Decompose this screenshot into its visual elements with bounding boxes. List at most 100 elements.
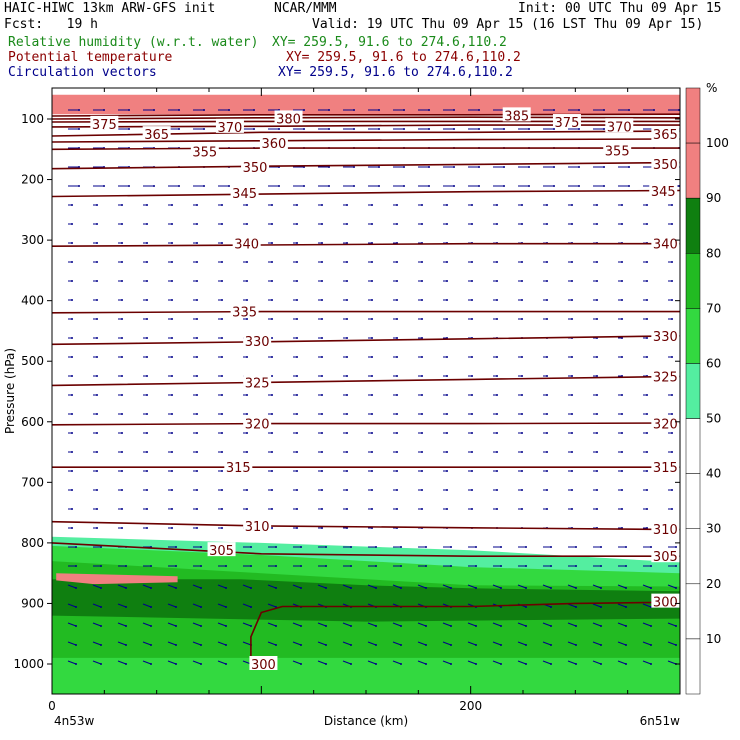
vector-head xyxy=(650,625,652,627)
vector-head xyxy=(346,280,348,282)
vector-head xyxy=(321,432,323,434)
vector-head xyxy=(453,166,455,168)
valid-time: Valid: 19 UTC Thu 09 Apr 15 (16 LST Thu … xyxy=(312,17,704,32)
x-tick-label: 0 xyxy=(48,699,56,713)
vector-head xyxy=(578,185,580,187)
vector-head xyxy=(328,166,330,168)
vector-head xyxy=(146,318,148,320)
vector-head xyxy=(575,565,577,567)
vector-head xyxy=(396,337,398,339)
vector-head xyxy=(96,375,98,377)
vector-head xyxy=(246,280,248,282)
vector-head xyxy=(571,508,573,510)
circulation-vector xyxy=(367,622,377,627)
vector-head xyxy=(171,470,173,472)
circulation-vector xyxy=(517,584,527,589)
field-rh-xy: XY= 259.5, 91.6 to 274.6,110.2 xyxy=(272,35,507,50)
vector-head xyxy=(578,128,580,130)
vector-head xyxy=(346,394,348,396)
vector-head xyxy=(621,489,623,491)
circulation-vector xyxy=(567,641,577,646)
vector-head xyxy=(78,109,80,111)
vector-head xyxy=(371,489,373,491)
vector-head xyxy=(75,565,77,567)
vector-head xyxy=(75,644,77,646)
vector-head xyxy=(471,413,473,415)
circulation-vector xyxy=(317,660,327,665)
vector-head xyxy=(175,546,177,548)
circulation-vector xyxy=(642,603,652,608)
vector-head xyxy=(471,470,473,472)
circulation-vector xyxy=(392,660,402,665)
circulation-vector xyxy=(417,660,427,665)
circulation-vector xyxy=(292,660,302,665)
theta-contour-335 xyxy=(51,310,680,314)
vector-head xyxy=(125,625,127,627)
vector-head xyxy=(446,451,448,453)
vector-head xyxy=(503,128,505,130)
theta-label-bg xyxy=(603,142,632,157)
colorbar-tick-label: 70 xyxy=(706,301,721,315)
vector-head xyxy=(521,299,523,301)
vector-head xyxy=(596,451,598,453)
circulation-vector xyxy=(167,641,177,646)
vector-head xyxy=(596,223,598,225)
vector-head xyxy=(350,625,352,627)
circulation-vector xyxy=(617,641,627,646)
vector-head xyxy=(221,204,223,206)
vector-head xyxy=(103,109,105,111)
vector-head xyxy=(671,413,673,415)
vector-head xyxy=(153,109,155,111)
vector-head xyxy=(625,606,627,608)
circulation-vector xyxy=(617,660,627,665)
vector-head xyxy=(221,508,223,510)
vector-head xyxy=(300,546,302,548)
theta-contour-360 xyxy=(51,138,681,143)
vector-head xyxy=(378,185,380,187)
vector-head xyxy=(475,565,477,567)
vector-head xyxy=(271,261,273,263)
circulation-vector xyxy=(242,584,252,589)
vector-head xyxy=(575,625,577,627)
vector-head xyxy=(478,109,480,111)
vector-head xyxy=(296,356,298,358)
vector-head xyxy=(171,508,173,510)
vector-head xyxy=(475,663,477,665)
theta-label-bg xyxy=(651,459,680,474)
vector-head xyxy=(546,413,548,415)
vector-head xyxy=(496,223,498,225)
vector-head xyxy=(646,489,648,491)
colorbar-tick-label: 100 xyxy=(706,136,729,150)
vector-head xyxy=(100,625,102,627)
vector-head xyxy=(325,587,327,589)
vector-head xyxy=(671,508,673,510)
vector-head xyxy=(671,280,673,282)
vector-head xyxy=(146,356,148,358)
vector-head xyxy=(650,644,652,646)
vector-head xyxy=(121,451,123,453)
vector-head xyxy=(446,413,448,415)
vector-head xyxy=(221,470,223,472)
theta-label: 310 xyxy=(653,523,678,538)
theta-label-bg xyxy=(502,107,531,122)
vector-head xyxy=(321,470,323,472)
vector-head xyxy=(578,166,580,168)
theta-label-bg xyxy=(207,542,236,557)
circulation-vector xyxy=(467,660,477,665)
vector-head xyxy=(421,318,423,320)
vector-head xyxy=(496,375,498,377)
theta-label-bg xyxy=(649,183,678,198)
vector-head xyxy=(146,280,148,282)
vector-head xyxy=(575,606,577,608)
vector-head xyxy=(575,546,577,548)
vector-head xyxy=(296,375,298,377)
vector-head xyxy=(496,508,498,510)
vector-head xyxy=(75,546,77,548)
vector-head xyxy=(121,489,123,491)
vector-head xyxy=(671,489,673,491)
circulation-vector xyxy=(67,584,77,589)
theta-label-bg xyxy=(241,158,270,173)
vector-head xyxy=(471,223,473,225)
vector-head xyxy=(346,204,348,206)
vector-head xyxy=(271,527,273,529)
